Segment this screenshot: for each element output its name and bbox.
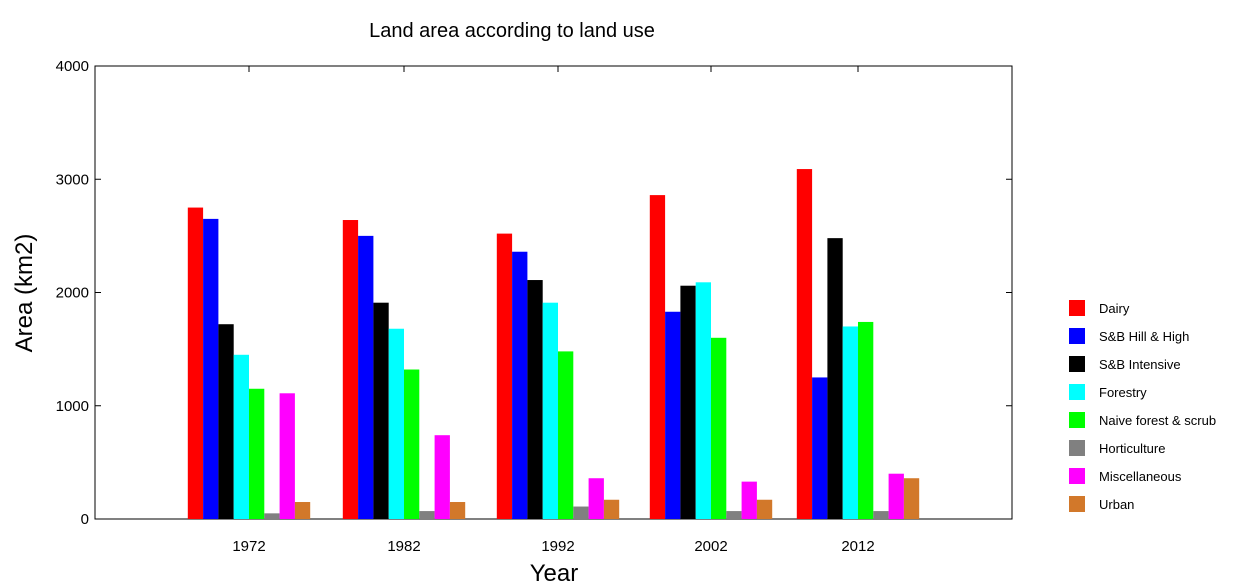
y-tick-label: 0 [81,511,89,528]
bar-dairy-2012 [796,169,813,519]
bar-horticulture-1982 [419,511,435,519]
bar-dairy-2002 [649,195,666,520]
x-tick-label: 1982 [387,538,420,555]
y-tick-label: 2000 [56,285,89,302]
x-tick-label: 1972 [232,538,265,555]
legend-label: S&B Intensive [1099,357,1181,372]
bar-miscellaneous-2002 [741,481,757,519]
legend-label: Urban [1099,497,1134,512]
bar-naive-forest-scrub-1972 [249,388,265,519]
y-tick-label: 1000 [56,398,89,415]
bar-horticulture-1972 [264,513,280,519]
bar-miscellaneous-1992 [588,478,604,519]
bar-s-b-hill-high-1972 [203,218,219,519]
legend-swatch [1069,384,1085,400]
legend-swatch [1069,300,1085,316]
y-axis-label: Area (km2) [11,234,38,353]
bar-horticulture-2012 [873,511,889,519]
legend-label: S&B Hill & High [1099,329,1189,344]
bar-s-b-intensive-1972 [218,324,234,519]
bar-urban-1972 [294,502,311,519]
bar-miscellaneous-2012 [888,473,904,519]
bar-dairy-1972 [187,207,204,519]
bar-s-b-intensive-1982 [373,302,389,519]
legend-swatch [1069,356,1085,372]
bar-urban-2012 [903,478,920,519]
bar-s-b-intensive-2012 [827,238,843,519]
bar-naive-forest-scrub-1992 [558,351,574,519]
bar-forestry-1992 [542,302,558,519]
legend-label: Miscellaneous [1099,469,1182,484]
legend-label: Naive forest & scrub [1099,413,1216,428]
bar-urban-2002 [756,499,773,519]
bar-urban-1992 [603,499,620,519]
bar-urban-1982 [449,502,466,519]
bar-naive-forest-scrub-2012 [858,321,874,519]
legend-swatch [1069,440,1085,456]
bar-s-b-hill-high-2012 [812,377,828,519]
legend-swatch [1069,412,1085,428]
bar-dairy-1992 [496,233,513,520]
bar-forestry-2002 [695,282,711,519]
x-tick-label: 2002 [694,538,727,555]
chart-title: Land area according to land use [369,20,655,42]
bar-naive-forest-scrub-2002 [711,337,727,519]
legend-swatch [1069,468,1085,484]
bar-horticulture-2002 [726,511,742,519]
bar-forestry-1972 [233,354,249,519]
legend-label: Horticulture [1099,441,1165,456]
y-tick-label: 3000 [56,171,89,188]
bar-s-b-hill-high-2002 [665,311,681,519]
bar-miscellaneous-1972 [279,393,295,519]
bar-naive-forest-scrub-1982 [404,369,420,519]
bar-forestry-1982 [388,328,404,519]
bar-miscellaneous-1982 [434,435,450,519]
bar-dairy-1982 [342,220,359,519]
legend-label: Dairy [1099,301,1130,316]
y-tick-label: 4000 [56,58,89,75]
x-axis-label: Year [530,560,579,583]
legend-label: Forestry [1099,385,1147,400]
bar-s-b-intensive-1992 [527,280,543,519]
bar-forestry-2012 [842,326,858,519]
bar-s-b-hill-high-1992 [512,251,528,520]
bar-horticulture-1992 [573,506,589,519]
x-tick-label: 2012 [841,538,874,555]
legend: Dairy S&B Hill & High S&B Intensive Forestr… [1069,300,1216,512]
legend-swatch [1069,496,1085,512]
x-tick-label: 1992 [541,538,574,555]
bar-s-b-hill-high-1982 [358,235,374,519]
bar-s-b-intensive-2002 [680,285,696,519]
legend-swatch [1069,328,1085,344]
